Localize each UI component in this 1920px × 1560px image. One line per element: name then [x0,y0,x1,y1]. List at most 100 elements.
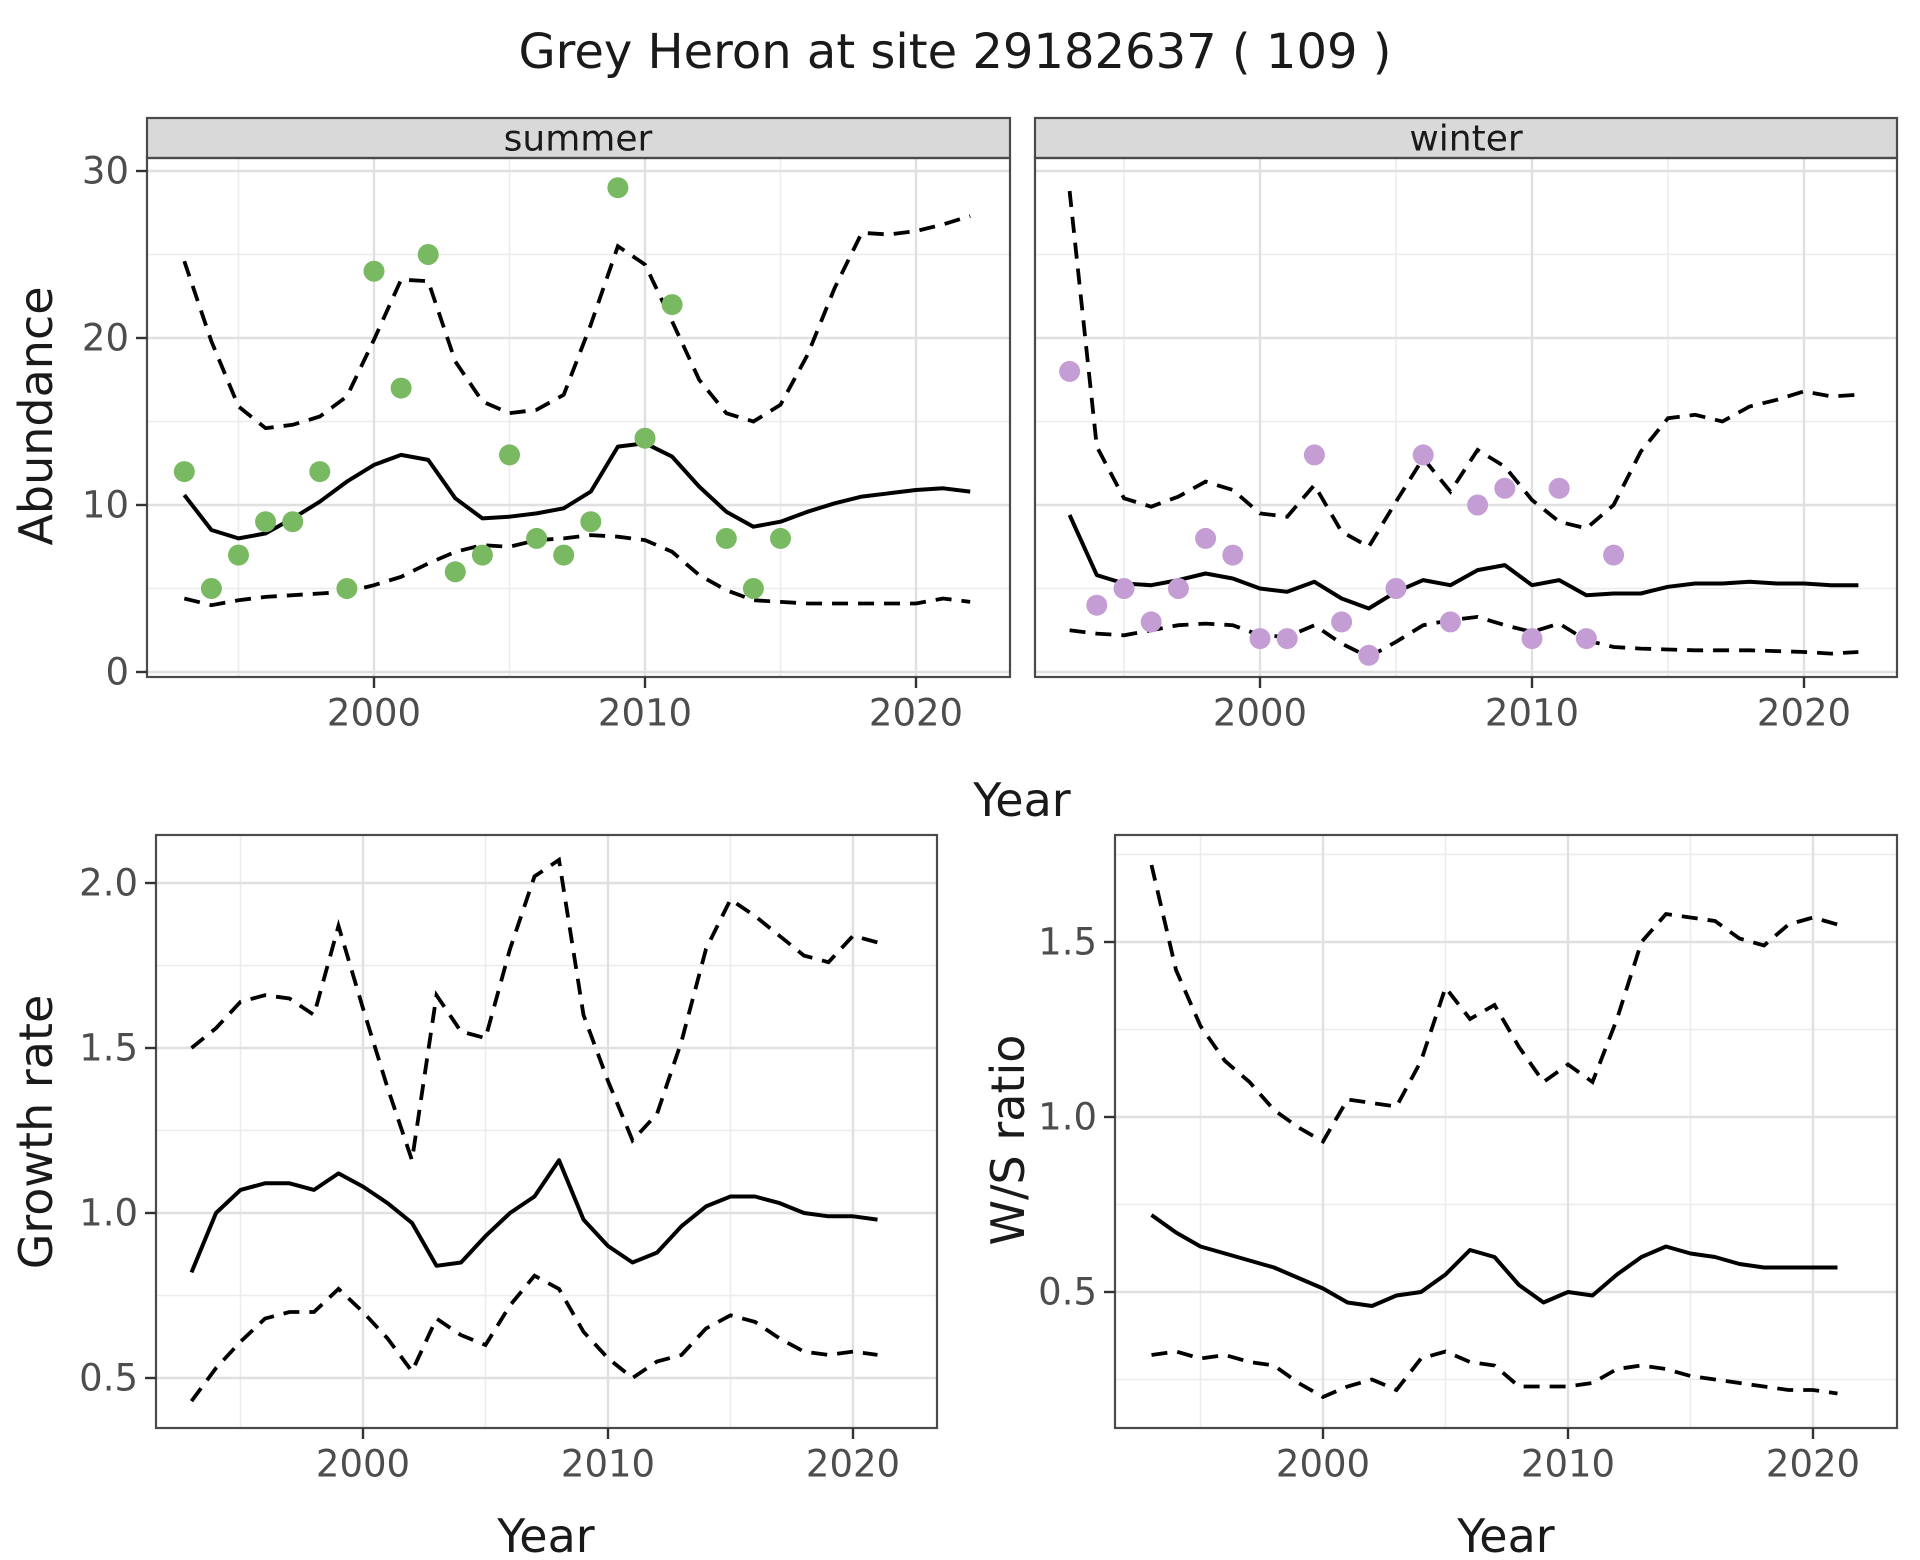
facet-strip [145,116,1012,160]
data-point [742,578,764,599]
data-point [255,511,277,533]
ci-upper-line [190,856,878,1161]
y-tick-label: 2.0 [79,862,138,905]
x-tick-label: 2010 [598,692,692,735]
axes: 2000 2010 2020 0.5 1.0 1.5 [1038,921,1860,1486]
y-tick-label: 30 [82,150,129,193]
ci-lower-line [183,533,971,608]
data-points [1059,360,1625,666]
data-points [173,177,791,599]
data-point [417,244,439,265]
data-point [1467,494,1489,516]
x-axis-title-year-top: Year [973,773,1071,827]
y-tick-label: 1.0 [1038,1096,1097,1139]
data-point [200,578,222,599]
data-point [228,544,249,566]
x-tick-label: 2000 [1276,1443,1370,1486]
y-tick-label: 20 [82,317,129,360]
data-point [1575,628,1597,650]
panel-border [1033,156,1899,679]
data-point [309,461,331,483]
y-tick-label: 0 [105,651,129,694]
ci-lower-line [1069,614,1859,660]
data-point [173,461,195,483]
y-tick-label: 1.0 [79,1192,138,1235]
data-point [634,427,656,449]
panel-background [147,158,1010,677]
facet-strip-label-summer: summer [503,118,653,160]
data-point [363,260,385,282]
data-point [1548,477,1570,499]
facet-strip-label-winter: winter [1409,118,1523,160]
data-point [1059,360,1081,382]
median-line [182,441,971,541]
data-point [607,177,629,199]
gridlines [156,835,937,1428]
y-tick-label: 0.5 [79,1357,138,1400]
y-axis-title-growth-rate: Growth rate [9,994,63,1270]
chart-title: Grey Heron at site 29182637 ( 109 ) [518,24,1392,80]
ci-lower-line [1151,1349,1838,1400]
axes: 2000 2010 2020 0 10 20 30 [82,150,963,735]
data-point [770,527,791,549]
axes: 2000 2010 2020 0.5 1.0 1.5 2.0 [79,862,900,1486]
panel-background [1115,835,1897,1428]
data-point [336,578,358,599]
data-point [471,544,493,566]
x-tick-label: 2020 [806,1443,900,1486]
data-point [1222,544,1244,566]
y-axis-title-ws-ratio: W/S ratio [981,1034,1035,1246]
x-tick-label: 2000 [1213,692,1307,735]
y-tick-label: 10 [82,484,129,527]
panel-ws-ratio: 2000 2010 2020 0.5 1.0 1.5 [1038,833,1899,1486]
data-point [444,561,466,583]
ci-lower-line [189,1273,878,1403]
data-point [390,377,412,399]
median-line [1067,514,1859,611]
x-axis-title-year-ws: Year [1457,1509,1555,1560]
data-point [499,444,520,466]
x-axis-title-year-growth: Year [497,1509,595,1560]
data-point [661,294,683,316]
data-point [1439,611,1461,633]
data-point [1249,628,1271,650]
panel-border [145,156,1012,679]
data-point [1303,444,1325,466]
data-point [1494,477,1516,499]
x-tick-label: 2020 [1766,1443,1860,1486]
median-line [1150,1213,1838,1308]
data-point [1276,628,1298,650]
panel-abundance-summer: 2000 2010 2020 0 10 20 30 [82,116,1012,735]
x-tick-label: 2020 [1757,692,1851,735]
panel-background [156,835,937,1428]
x-tick-label: 2020 [869,692,963,735]
x-tick-label: 2010 [1485,692,1579,735]
data-point [580,511,602,533]
ci-upper-line [1149,864,1839,1145]
data-point [1385,578,1407,599]
data-point [1195,527,1217,549]
x-tick-label: 2010 [561,1443,655,1486]
panel-background [1035,158,1897,677]
y-tick-label: 0.5 [1038,1271,1097,1314]
data-point [1603,544,1625,566]
gridlines [147,158,1010,677]
data-point [715,527,737,549]
y-tick-label: 1.5 [1038,921,1097,964]
data-point [1113,578,1135,599]
panel-abundance-winter: 2000 2010 2020 [1033,116,1899,735]
y-axis-title-abundance: Abundance [9,286,63,546]
x-tick-label: 2000 [316,1443,410,1486]
panel-border [154,833,939,1430]
ci-upper-line [182,214,971,431]
data-point [282,511,304,533]
x-tick-label: 2000 [327,692,421,735]
data-point [1086,594,1108,616]
data-point [526,527,548,549]
median-line [189,1158,878,1274]
data-point [1331,611,1353,633]
x-tick-label: 2010 [1521,1443,1615,1486]
data-point [1358,644,1380,666]
